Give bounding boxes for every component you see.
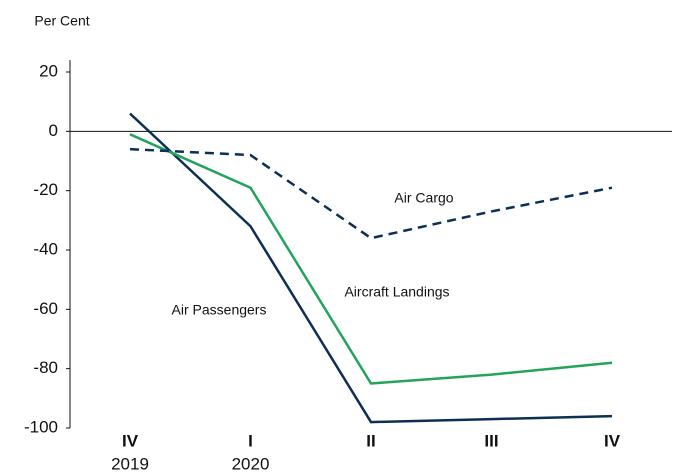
- y-tick-label: 0: [49, 121, 58, 140]
- series-label: Aircraft Landings: [344, 284, 449, 300]
- y-tick-label: -40: [33, 239, 58, 258]
- x-year-label: 2020: [232, 454, 270, 473]
- y-tick-label: -60: [33, 299, 58, 318]
- x-tick-label: IV: [604, 431, 621, 450]
- series-line: [129, 147, 613, 240]
- series-line: [129, 112, 613, 424]
- y-axis-label: Per Cent: [34, 13, 89, 29]
- x-tick-label: I: [248, 431, 253, 450]
- x-tick-label: III: [484, 431, 498, 450]
- y-tick-label: -100: [24, 417, 58, 436]
- series-line: [129, 133, 613, 385]
- x-tick-label: IV: [122, 431, 139, 450]
- x-year-label: 2019: [111, 454, 149, 473]
- series-label: Air Cargo: [394, 190, 453, 206]
- y-tick-label: -20: [33, 180, 58, 199]
- x-tick-label: II: [366, 431, 375, 450]
- y-tick-label: 20: [39, 61, 58, 80]
- series-label: Air Passengers: [172, 302, 267, 318]
- y-tick-label: -80: [33, 358, 58, 377]
